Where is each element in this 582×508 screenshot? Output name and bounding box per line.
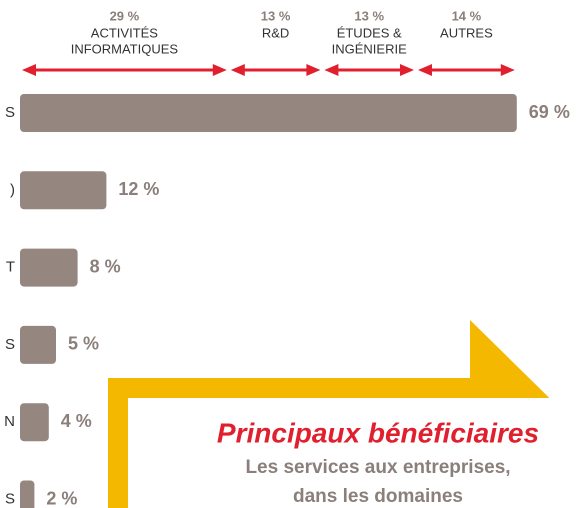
breakdown-name: INGÉNIERIE bbox=[332, 41, 407, 56]
category-label: N bbox=[4, 413, 15, 430]
breakdown-name: AUTRES bbox=[440, 25, 493, 40]
bar bbox=[20, 325, 56, 364]
bar bbox=[20, 248, 78, 287]
breakdown-arrow bbox=[230, 64, 321, 76]
value-label: 8 % bbox=[90, 256, 121, 276]
bar bbox=[20, 171, 107, 210]
breakdown-value: 14 % bbox=[452, 8, 482, 23]
callout-title: Principaux bénéficiaires bbox=[217, 417, 539, 448]
category-label: S bbox=[5, 490, 15, 507]
breakdown-arrow bbox=[324, 64, 414, 76]
category-label: T bbox=[6, 259, 15, 276]
category-label: ) bbox=[10, 181, 15, 198]
breakdown-value: 13 % bbox=[261, 8, 291, 23]
category-label: S bbox=[5, 336, 15, 353]
breakdown-arrow bbox=[22, 64, 227, 76]
breakdown-name: R&D bbox=[262, 25, 289, 40]
callout-line: Les services aux entreprises, bbox=[245, 457, 510, 478]
callout-line: dans les domaines bbox=[293, 486, 463, 507]
value-label: 4 % bbox=[61, 411, 92, 431]
breakdown-name: ÉTUDES & bbox=[337, 25, 402, 40]
value-label: 12 % bbox=[118, 179, 159, 199]
breakdown-arrow bbox=[418, 64, 515, 76]
category-label: S bbox=[5, 104, 15, 121]
value-label: 69 % bbox=[529, 102, 570, 122]
bar bbox=[20, 403, 49, 442]
bar bbox=[20, 480, 35, 508]
breakdown-name: INFORMATIQUES bbox=[71, 41, 179, 56]
value-label: 5 % bbox=[68, 334, 99, 354]
breakdown-value: 13 % bbox=[354, 8, 384, 23]
breakdown-value: 29 % bbox=[110, 8, 140, 23]
value-label: 2 % bbox=[46, 488, 77, 508]
callout-box bbox=[128, 398, 582, 508]
bar bbox=[20, 94, 517, 132]
breakdown-name: ACTIVITÉS bbox=[91, 25, 159, 40]
